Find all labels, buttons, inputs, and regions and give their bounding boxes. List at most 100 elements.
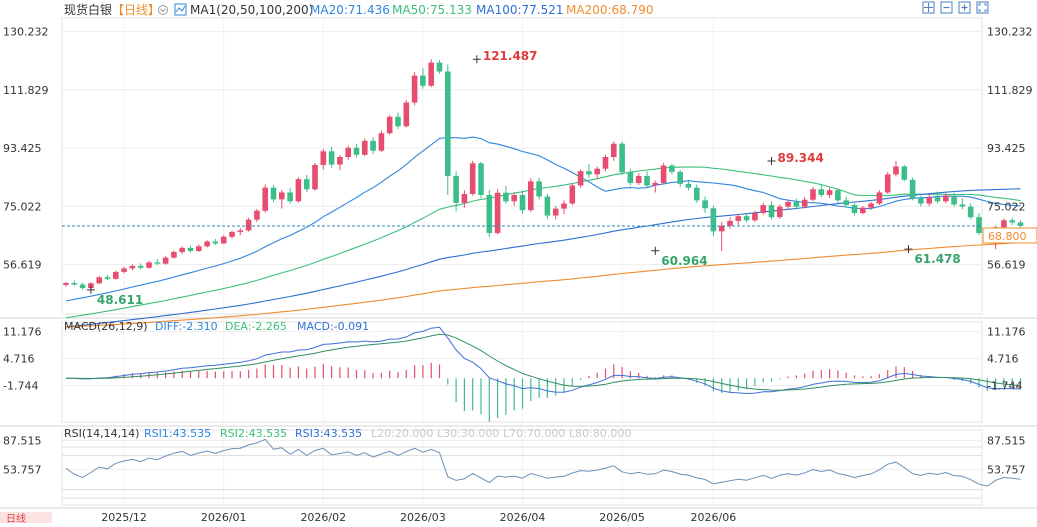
price-tick-label-right: 130.232 — [987, 26, 1033, 39]
price-tick-label-right: 93.425 — [987, 142, 1026, 155]
price-tick-label-left: 93.425 — [3, 142, 42, 155]
crosshair-icon[interactable] — [922, 1, 935, 14]
candle-body — [486, 194, 493, 233]
candle-body — [677, 171, 683, 184]
candle-body — [569, 185, 576, 204]
rsi-panel — [62, 438, 1021, 499]
candle-body — [901, 166, 908, 180]
candle-body — [602, 156, 609, 169]
ma50-legend: MA50:75.133 — [392, 3, 472, 17]
candle-body — [328, 151, 335, 165]
candle-body — [403, 102, 410, 127]
candle-body — [96, 277, 102, 284]
candle-body — [187, 247, 194, 252]
annotation-marker — [86, 285, 95, 294]
grid — [62, 18, 982, 505]
rsi-level-70-legend: L70:70.000 — [503, 427, 565, 440]
fullscreen-icon[interactable] — [976, 1, 989, 14]
candle-body — [494, 192, 501, 233]
candle-body — [279, 192, 285, 200]
price-tick-label-left: 111.829 — [3, 84, 49, 97]
ma100-legend: MA100:77.521 — [476, 3, 564, 17]
candle-body — [951, 195, 957, 205]
candle-body — [727, 220, 733, 226]
candle-body — [345, 147, 351, 157]
high-annotation-label: 89.344 — [778, 151, 824, 165]
plus-zoom-icon[interactable] — [958, 1, 971, 14]
candle-body — [909, 179, 916, 199]
price-tick-label-right: 56.619 — [987, 259, 1026, 272]
x-tick-label: 2026/02 — [300, 511, 346, 523]
candle-body — [536, 181, 542, 197]
low-annotation-label: 48.611 — [97, 293, 143, 307]
candle-body — [884, 174, 891, 193]
price-annotations: 121.487 89.344 48.611 60.964 61.478 — [86, 49, 961, 307]
ma-toggle-icon[interactable] — [174, 3, 187, 16]
macd-tick-label-left: 11.176 — [3, 326, 42, 339]
ma20-legend: MA20:71.436 — [310, 3, 390, 17]
dropdown-circle-icon[interactable] — [158, 5, 168, 15]
period-label[interactable]: 【日线】 — [112, 3, 160, 17]
candle-body — [835, 190, 841, 201]
x-tick-label: 2026/01 — [201, 511, 247, 523]
ma200-line — [65, 242, 1021, 328]
candle-body — [1009, 220, 1015, 223]
candle-body — [976, 217, 982, 233]
candle-body — [129, 265, 136, 269]
candle-body — [469, 163, 476, 195]
candle-body — [652, 182, 659, 186]
price-tick-label-left: 75.022 — [3, 200, 42, 213]
candle-body — [88, 283, 94, 289]
footer-period-tag[interactable]: 日线 — [0, 512, 52, 525]
rsi-tick-label-right: 87.515 — [987, 435, 1026, 448]
axis-labels: 130.232 130.232 111.829 111.829 93.425 93.425… — [3, 26, 1033, 524]
candle-body — [934, 197, 941, 202]
candle-body — [851, 205, 858, 214]
candle-body — [793, 201, 800, 207]
candle-body — [1017, 222, 1024, 226]
candle-body — [113, 271, 119, 279]
footer-period-label[interactable]: 日线 — [6, 512, 26, 525]
rsi-tick-label-left: 53.757 — [3, 463, 42, 476]
candle-body — [428, 62, 434, 86]
macd-panel — [65, 326, 1022, 422]
macd-tick-label-right: 4.716 — [987, 353, 1019, 366]
candle-body — [104, 277, 111, 279]
candle-body — [735, 216, 742, 221]
candle-body — [868, 203, 874, 208]
low-annotation-label: 60.964 — [661, 254, 707, 268]
macd-value-legend: MACD:-0.091 — [297, 320, 369, 333]
macd-tick-label-right: -1.744 — [987, 380, 1022, 393]
candle-body — [63, 282, 69, 285]
candle-body — [752, 213, 758, 221]
candle-body — [254, 210, 260, 220]
candle-body — [287, 192, 293, 202]
symbol-title: 现货白银 — [64, 2, 112, 17]
minus-zoom-icon[interactable] — [940, 1, 953, 14]
candle-body — [943, 195, 949, 202]
candle-body — [270, 187, 277, 200]
x-tick-label: 2025/12 — [101, 511, 147, 523]
moving-average-lines — [65, 136, 1021, 328]
candle-body — [237, 230, 244, 233]
rsi-level-80-legend: L80:80.000 — [569, 427, 631, 440]
candle-body — [378, 133, 385, 151]
low-annotation-label: 61.478 — [914, 252, 960, 266]
candle-body — [362, 140, 368, 155]
candle-body — [785, 201, 791, 207]
candle-body — [79, 284, 86, 289]
candle-body — [959, 204, 966, 207]
candle-body — [179, 247, 185, 252]
annotation-marker — [472, 55, 481, 64]
candle-body — [594, 168, 600, 175]
candle-body — [320, 151, 327, 165]
x-tick-label: 2026/03 — [400, 511, 446, 523]
candle-body — [718, 225, 725, 232]
candle-body — [420, 75, 426, 86]
rsi-indicator-label: RSI(14,14,14) — [64, 427, 139, 440]
x-tick-label: 2026/06 — [691, 511, 737, 523]
candle-body — [685, 183, 692, 188]
candle-body — [453, 175, 459, 203]
candle-body — [137, 265, 144, 268]
current-price-tag — [982, 227, 1037, 244]
